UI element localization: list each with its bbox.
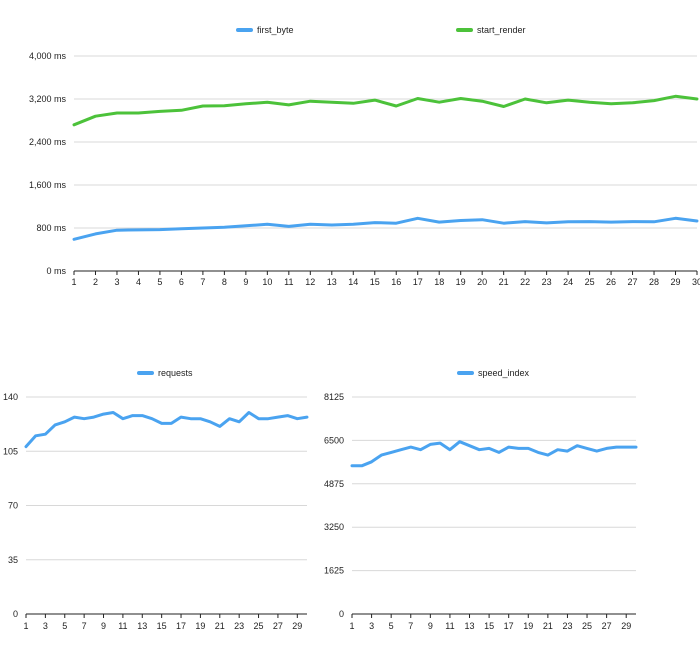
x-tick-label: 7 — [408, 621, 413, 631]
x-tick-label: 11 — [284, 277, 293, 287]
y-tick-label: 35 — [8, 555, 18, 565]
x-tick-label: 3 — [369, 621, 374, 631]
x-tick-label: 25 — [254, 621, 264, 631]
x-tick-label: 28 — [649, 277, 659, 287]
x-tick-label: 5 — [157, 277, 162, 287]
legend-swatch — [457, 371, 474, 375]
x-tick-label: 6 — [179, 277, 184, 287]
y-tick-label: 2,400 ms — [29, 137, 67, 147]
x-tick-label: 24 — [563, 277, 573, 287]
x-tick-label: 16 — [391, 277, 401, 287]
y-tick-label: 70 — [8, 501, 18, 511]
x-tick-label: 12 — [305, 277, 315, 287]
x-tick-label: 1 — [23, 621, 28, 631]
x-tick-label: 13 — [137, 621, 147, 631]
x-tick-label: 7 — [82, 621, 87, 631]
x-tick-label: 25 — [585, 277, 595, 287]
y-tick-label: 3250 — [324, 522, 344, 532]
x-tick-label: 19 — [456, 277, 466, 287]
x-tick-label: 2 — [93, 277, 98, 287]
x-tick-label: 27 — [273, 621, 283, 631]
series-line-requests — [24, 411, 309, 449]
x-tick-label: 21 — [215, 621, 225, 631]
y-tick-label: 105 — [3, 446, 18, 456]
legend-swatch — [236, 28, 253, 32]
y-tick-label: 8125 — [324, 392, 344, 402]
y-tick-label: 1625 — [324, 566, 344, 576]
series-line-start-render — [72, 94, 699, 127]
x-tick-label: 29 — [621, 621, 631, 631]
x-tick-label: 9 — [428, 621, 433, 631]
x-tick-label: 15 — [157, 621, 167, 631]
x-tick-label: 27 — [628, 277, 638, 287]
x-tick-label: 29 — [671, 277, 681, 287]
x-tick-label: 1 — [349, 621, 354, 631]
x-tick-label: 19 — [523, 621, 533, 631]
x-tick-label: 22 — [520, 277, 530, 287]
x-tick-label: 25 — [582, 621, 592, 631]
x-tick-label: 11 — [118, 621, 127, 631]
series-line-speed-index — [350, 440, 638, 468]
x-tick-label: 5 — [389, 621, 394, 631]
legend-label: start_render — [477, 25, 526, 35]
x-tick-label: 15 — [370, 277, 380, 287]
x-tick-label: 8 — [222, 277, 227, 287]
x-tick-label: 11 — [445, 621, 454, 631]
y-tick-label: 0 — [339, 609, 344, 619]
x-tick-label: 5 — [62, 621, 67, 631]
x-tick-label: 29 — [292, 621, 302, 631]
legend-swatch — [137, 371, 154, 375]
x-tick-label: 17 — [176, 621, 186, 631]
x-tick-label: 3 — [114, 277, 119, 287]
legend-swatch — [456, 28, 473, 32]
x-tick-label: 7 — [200, 277, 205, 287]
x-tick-label: 1 — [71, 277, 76, 287]
x-tick-label: 9 — [101, 621, 106, 631]
y-tick-label: 3,200 ms — [29, 94, 67, 104]
y-tick-label: 1,600 ms — [29, 180, 67, 190]
x-tick-label: 23 — [562, 621, 572, 631]
legend-label: requests — [158, 368, 193, 378]
x-tick-label: 19 — [195, 621, 205, 631]
y-tick-label: 140 — [3, 392, 18, 402]
legend-label: first_byte — [257, 25, 294, 35]
series-line-first-byte — [72, 216, 699, 241]
x-tick-label: 10 — [262, 277, 272, 287]
x-tick-label: 27 — [602, 621, 612, 631]
x-tick-label: 17 — [504, 621, 514, 631]
x-tick-label: 4 — [136, 277, 141, 287]
y-tick-label: 800 ms — [36, 223, 66, 233]
x-tick-label: 23 — [542, 277, 552, 287]
x-tick-label: 26 — [606, 277, 616, 287]
y-tick-label: 4875 — [324, 479, 344, 489]
x-tick-label: 13 — [465, 621, 475, 631]
x-tick-label: 9 — [243, 277, 248, 287]
x-tick-label: 13 — [327, 277, 337, 287]
y-tick-label: 4,000 ms — [29, 51, 67, 61]
x-tick-label: 14 — [348, 277, 358, 287]
y-tick-label: 0 — [13, 609, 18, 619]
x-tick-label: 21 — [499, 277, 509, 287]
x-tick-label: 30 — [692, 277, 700, 287]
y-tick-label: 6500 — [324, 435, 344, 445]
legend-label: speed_index — [478, 368, 530, 378]
x-tick-label: 23 — [234, 621, 244, 631]
chart-timing: 4,000 ms 3,200 ms 2,400 ms 1,600 ms 800 ms 0 … — [29, 25, 700, 287]
x-tick-label: 21 — [543, 621, 553, 631]
x-tick-label: 3 — [43, 621, 48, 631]
x-tick-label: 18 — [434, 277, 444, 287]
x-tick-label: 15 — [484, 621, 494, 631]
y-tick-label: 0 ms — [46, 266, 66, 276]
x-tick-label: 17 — [413, 277, 423, 287]
x-tick-label: 20 — [477, 277, 487, 287]
